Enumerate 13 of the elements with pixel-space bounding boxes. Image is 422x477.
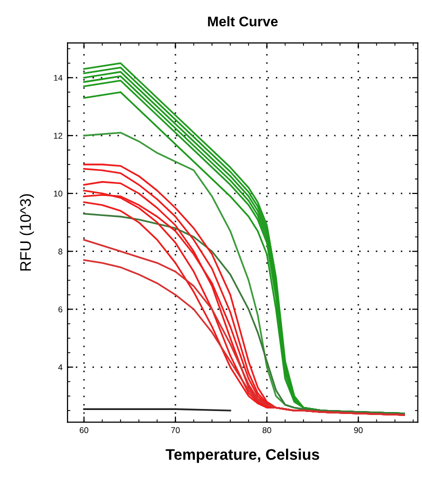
y-tick-label: 12 [54,132,62,139]
x-tick-label: 70 [171,427,180,434]
y-axis-title: RFU (10^3) [20,194,34,271]
x-tick-label: 90 [354,427,363,434]
y-tick-label: 4 [58,364,62,370]
x-tick-label: 80 [262,427,272,434]
y-tick-label: 10 [54,190,62,197]
y-tick-label: 8 [58,248,62,254]
x-tick-label: 60 [80,427,88,434]
chart-title: Melt Curve [208,16,278,26]
x-axis-title: Temperature, Celsius [166,448,320,463]
y-tick-label: 14 [54,74,62,81]
y-tick-label: 6 [58,306,62,312]
